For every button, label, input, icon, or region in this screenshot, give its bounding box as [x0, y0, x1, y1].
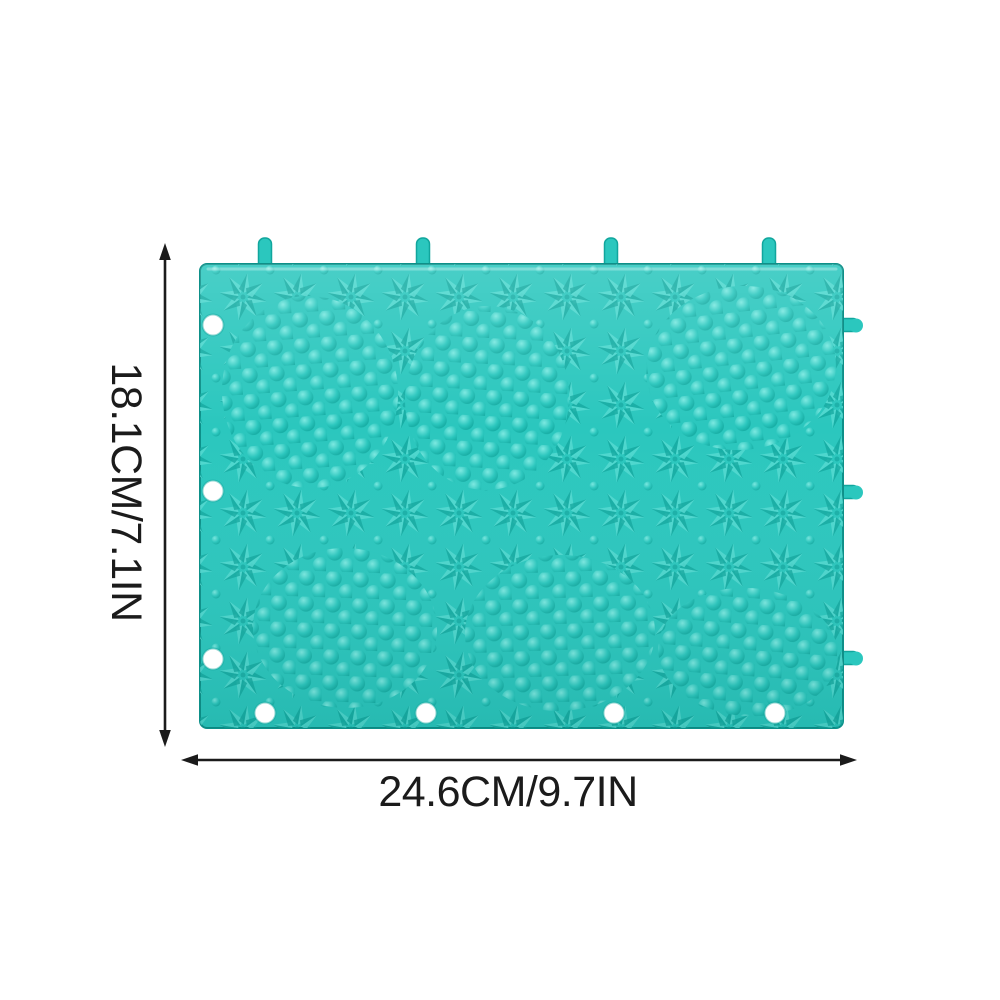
arrowhead-down-icon: [159, 730, 171, 747]
connector-tab-right-knob: [849, 485, 863, 500]
width-dimension-annotation: 24.6CM/9.7IN: [181, 754, 857, 816]
connector-hole: [253, 701, 277, 725]
height-dimension-annotation: 18.1CM/7.1IN: [102, 243, 171, 747]
mat-connector-holes: [201, 313, 787, 725]
arrowhead-left-icon: [181, 754, 198, 766]
connector-hole: [201, 647, 225, 671]
connector-hole: [763, 701, 787, 725]
arrowhead-right-icon: [840, 754, 857, 766]
connector-tab-right-knob: [849, 651, 863, 666]
mat-shading-overlay: [200, 264, 843, 728]
connector-tab-right-knob: [849, 318, 863, 333]
mat-tile: [199, 237, 863, 729]
width-dimension-label: 24.6CM/9.7IN: [378, 768, 637, 816]
connector-hole: [414, 701, 438, 725]
arrowhead-up-icon: [159, 243, 171, 260]
connector-hole: [201, 479, 225, 503]
connector-hole: [602, 701, 626, 725]
height-dimension-label: 18.1CM/7.1IN: [102, 362, 150, 621]
connector-hole: [201, 313, 225, 337]
